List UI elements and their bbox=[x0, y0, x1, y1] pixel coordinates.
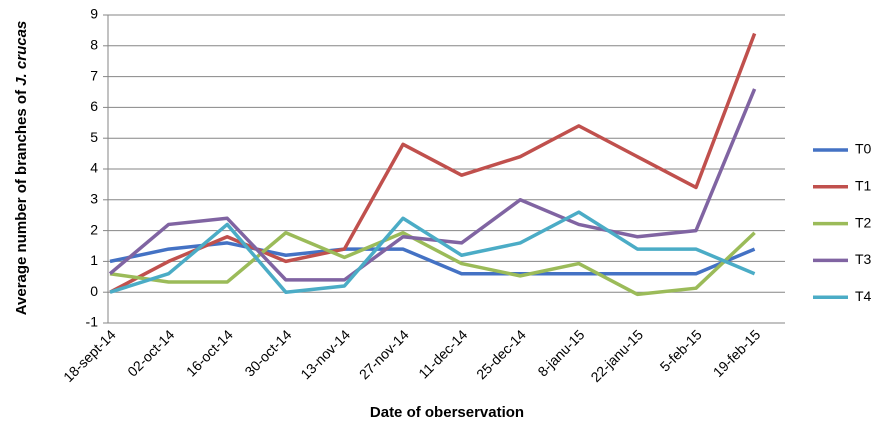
x-tick-label: 02-oct-14 bbox=[124, 326, 177, 379]
x-tick-label: 27-nov-14 bbox=[356, 326, 412, 382]
legend-label: T3 bbox=[855, 251, 872, 267]
x-tick-label: 25-dec-14 bbox=[473, 326, 529, 382]
y-tick-label: 5 bbox=[90, 129, 98, 145]
series-line bbox=[109, 32, 757, 294]
y-tick-label: 3 bbox=[90, 191, 98, 207]
y-axis-title: Average number of branches of J. crucas bbox=[13, 21, 30, 316]
y-axis-title-italic: J. crucas bbox=[13, 21, 30, 86]
x-tick-label: 22-janu-15 bbox=[587, 326, 646, 385]
y-tick-label: 1 bbox=[90, 252, 98, 268]
x-tick-label: 11-dec-14 bbox=[415, 326, 470, 381]
y-tick-label: 9 bbox=[90, 6, 98, 22]
y-tick-label: 7 bbox=[90, 67, 98, 83]
y-tick-label: 6 bbox=[90, 98, 98, 114]
series-line bbox=[109, 231, 756, 297]
x-tick-label: 18-sept-14 bbox=[60, 326, 119, 385]
x-tick-label: 8-janu-15 bbox=[534, 326, 587, 379]
series-line bbox=[109, 210, 756, 294]
x-tick-label: 30-oct-14 bbox=[241, 326, 294, 379]
y-tick-label: 2 bbox=[90, 221, 98, 237]
x-tick-label: 13-nov-14 bbox=[297, 326, 353, 382]
y-axis-title-main: Average number of branches of bbox=[13, 86, 30, 316]
series-line bbox=[109, 241, 756, 276]
x-tick-label: 16-oct-14 bbox=[183, 326, 236, 379]
legend-label: T0 bbox=[855, 141, 872, 157]
x-tick-label: 19-feb-15 bbox=[710, 326, 764, 380]
x-tick-label: 5-feb-15 bbox=[657, 326, 705, 374]
x-axis-title: Date of oberservation bbox=[370, 404, 524, 421]
legend-label: T4 bbox=[855, 288, 872, 304]
y-tick-label: 0 bbox=[90, 283, 98, 299]
series-line bbox=[108, 88, 757, 282]
y-tick-label: 8 bbox=[90, 37, 98, 53]
legend-label: T2 bbox=[855, 214, 872, 230]
y-tick-label: 4 bbox=[90, 160, 98, 176]
y-tick-label: -1 bbox=[86, 314, 99, 330]
legend-label: T1 bbox=[855, 178, 872, 194]
